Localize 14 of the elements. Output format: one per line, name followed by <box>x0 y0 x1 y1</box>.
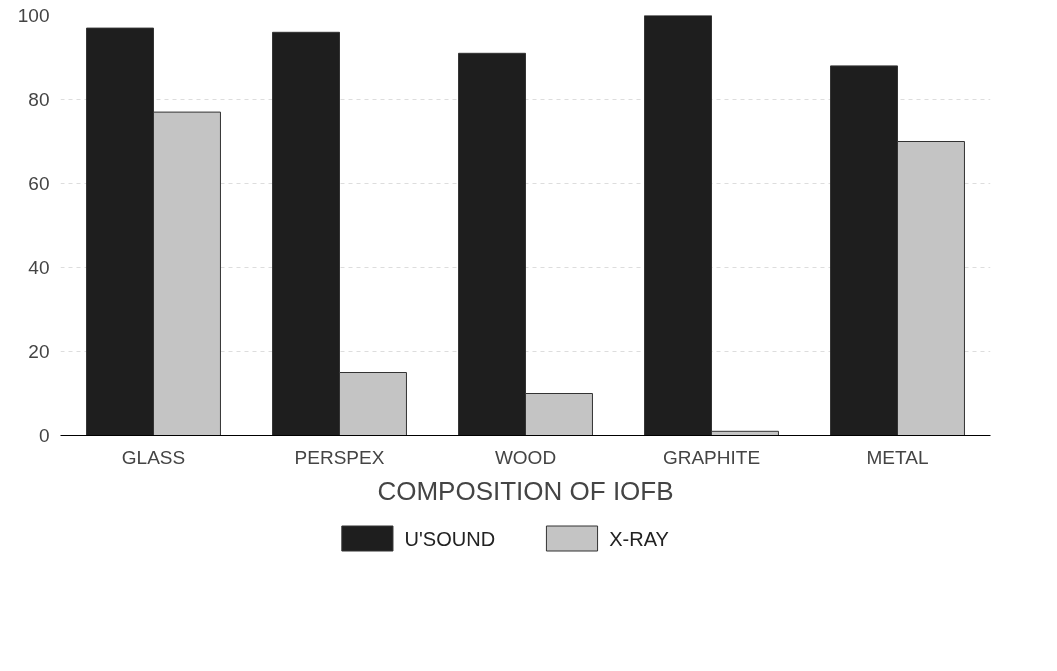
y-tick-label: 80 <box>28 89 50 110</box>
y-tick-label: 20 <box>28 341 50 362</box>
legend-label: U'SOUND <box>404 527 496 550</box>
y-tick-label: 60 <box>28 173 50 194</box>
x-tick-label: METAL <box>866 446 929 468</box>
x-tick-label: WOOD <box>494 446 557 468</box>
y-tick-label: 0 <box>38 425 50 446</box>
y-tick-label: 40 <box>28 257 50 278</box>
x-tick-label: GLASS <box>121 446 186 468</box>
x-axis-title: COMPOSITION OF IOFB <box>377 475 674 506</box>
y-tick-label: 100 <box>17 5 50 26</box>
x-tick-label: PERSPEX <box>294 446 385 468</box>
x-tick-label: GRAPHITE <box>662 446 761 468</box>
legend-label: X-RAY <box>609 527 669 550</box>
